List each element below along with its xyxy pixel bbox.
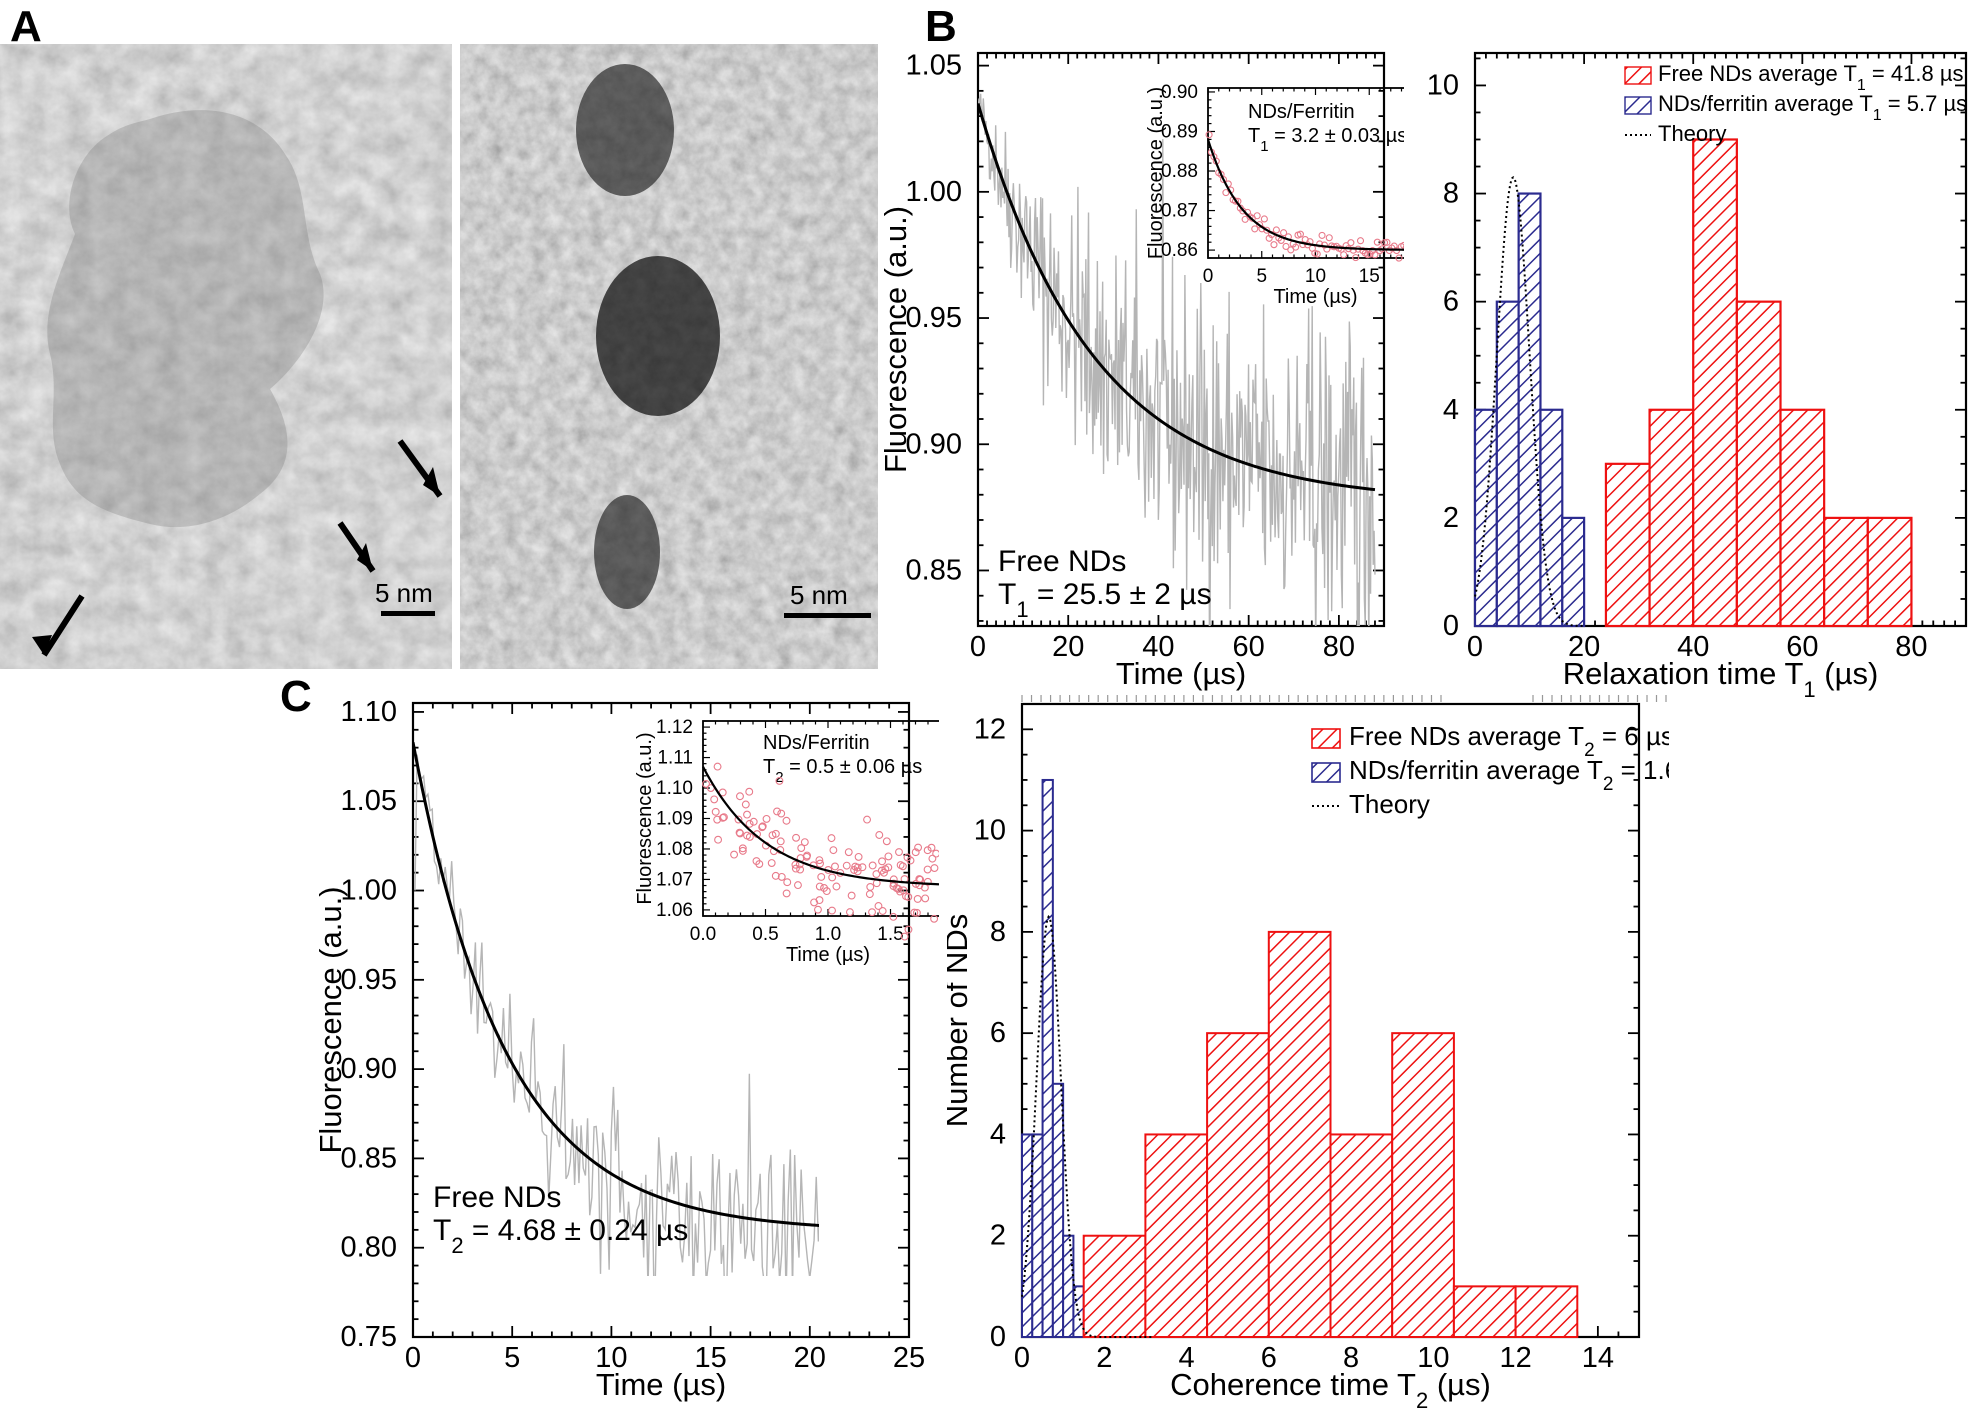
svg-text:NDs/Ferritin: NDs/Ferritin: [1248, 101, 1355, 123]
svg-text:NDs/Ferritin: NDs/Ferritin: [763, 732, 870, 754]
svg-text:14: 14: [1582, 1342, 1614, 1374]
svg-text:1.11: 1.11: [657, 748, 693, 769]
svg-text:1.05: 1.05: [906, 50, 962, 82]
svg-text:10: 10: [1427, 69, 1459, 101]
svg-text:Time (µs): Time (µs): [1273, 286, 1357, 308]
svg-text:Fluorescence (a.u.): Fluorescence (a.u.): [313, 886, 348, 1153]
svg-text:1.5: 1.5: [877, 924, 903, 945]
svg-text:25: 25: [893, 1342, 925, 1374]
svg-text:80: 80: [1895, 631, 1927, 663]
svg-text:0.95: 0.95: [341, 964, 397, 996]
svg-text:5: 5: [1256, 266, 1267, 287]
svg-text:Time (µs): Time (µs): [596, 1367, 726, 1402]
svg-text:0: 0: [1203, 266, 1214, 287]
svg-text:0: 0: [1014, 1342, 1030, 1374]
svg-text:20: 20: [794, 1342, 826, 1374]
svg-text:0.90: 0.90: [341, 1053, 397, 1085]
svg-text:0.85: 0.85: [341, 1142, 397, 1174]
svg-text:0.0: 0.0: [690, 924, 716, 945]
svg-text:0: 0: [990, 1321, 1006, 1353]
svg-text:1.10: 1.10: [341, 696, 397, 728]
svg-text:Fluorescence (a.u.): Fluorescence (a.u.): [634, 732, 656, 904]
svg-text:8: 8: [990, 916, 1006, 948]
svg-text:2: 2: [1096, 1342, 1112, 1374]
svg-text:0.85: 0.85: [906, 554, 962, 586]
svg-text:10: 10: [974, 815, 1006, 847]
svg-text:2: 2: [990, 1220, 1006, 1252]
svg-text:1.05: 1.05: [341, 785, 397, 817]
svg-text:12: 12: [1499, 1342, 1531, 1374]
svg-text:8: 8: [1443, 178, 1459, 210]
svg-text:10: 10: [1305, 266, 1326, 287]
svg-text:Fluorescence (a.u.): Fluorescence (a.u.): [1145, 87, 1167, 259]
svg-text:6: 6: [990, 1017, 1006, 1049]
svg-text:Theory: Theory: [1658, 121, 1726, 146]
svg-text:0.90: 0.90: [906, 428, 962, 460]
svg-text:15: 15: [1359, 266, 1380, 287]
svg-text:1.08: 1.08: [656, 839, 693, 860]
svg-text:4: 4: [990, 1118, 1006, 1150]
svg-text:1.09: 1.09: [656, 809, 693, 830]
svg-text:1.0: 1.0: [815, 924, 841, 945]
svg-text:0.80: 0.80: [341, 1232, 397, 1264]
svg-text:Number of NDs: Number of NDs: [947, 914, 974, 1128]
svg-text:0.95: 0.95: [906, 302, 962, 334]
svg-text:2: 2: [1443, 502, 1459, 534]
svg-text:1.06: 1.06: [656, 900, 693, 921]
svg-text:1.00: 1.00: [341, 875, 397, 907]
svg-text:12: 12: [974, 713, 1006, 745]
svg-text:0: 0: [405, 1342, 421, 1374]
svg-text:1.10: 1.10: [656, 778, 693, 799]
svg-text:Time (µs): Time (µs): [786, 944, 870, 966]
svg-text:5: 5: [504, 1342, 520, 1374]
svg-text:Theory: Theory: [1349, 789, 1430, 819]
svg-text:6: 6: [1443, 286, 1459, 318]
svg-text:4: 4: [1443, 394, 1459, 426]
svg-text:1.07: 1.07: [656, 869, 693, 890]
svg-text:0.5: 0.5: [752, 924, 778, 945]
svg-text:Free NDs: Free NDs: [998, 545, 1126, 578]
svg-text:1.12: 1.12: [656, 717, 693, 738]
svg-text:Free NDs: Free NDs: [433, 1181, 561, 1214]
svg-text:0.75: 0.75: [341, 1321, 397, 1353]
svg-text:Fluorescence (a.u.): Fluorescence (a.u.): [878, 206, 913, 473]
svg-text:1.00: 1.00: [906, 176, 962, 208]
